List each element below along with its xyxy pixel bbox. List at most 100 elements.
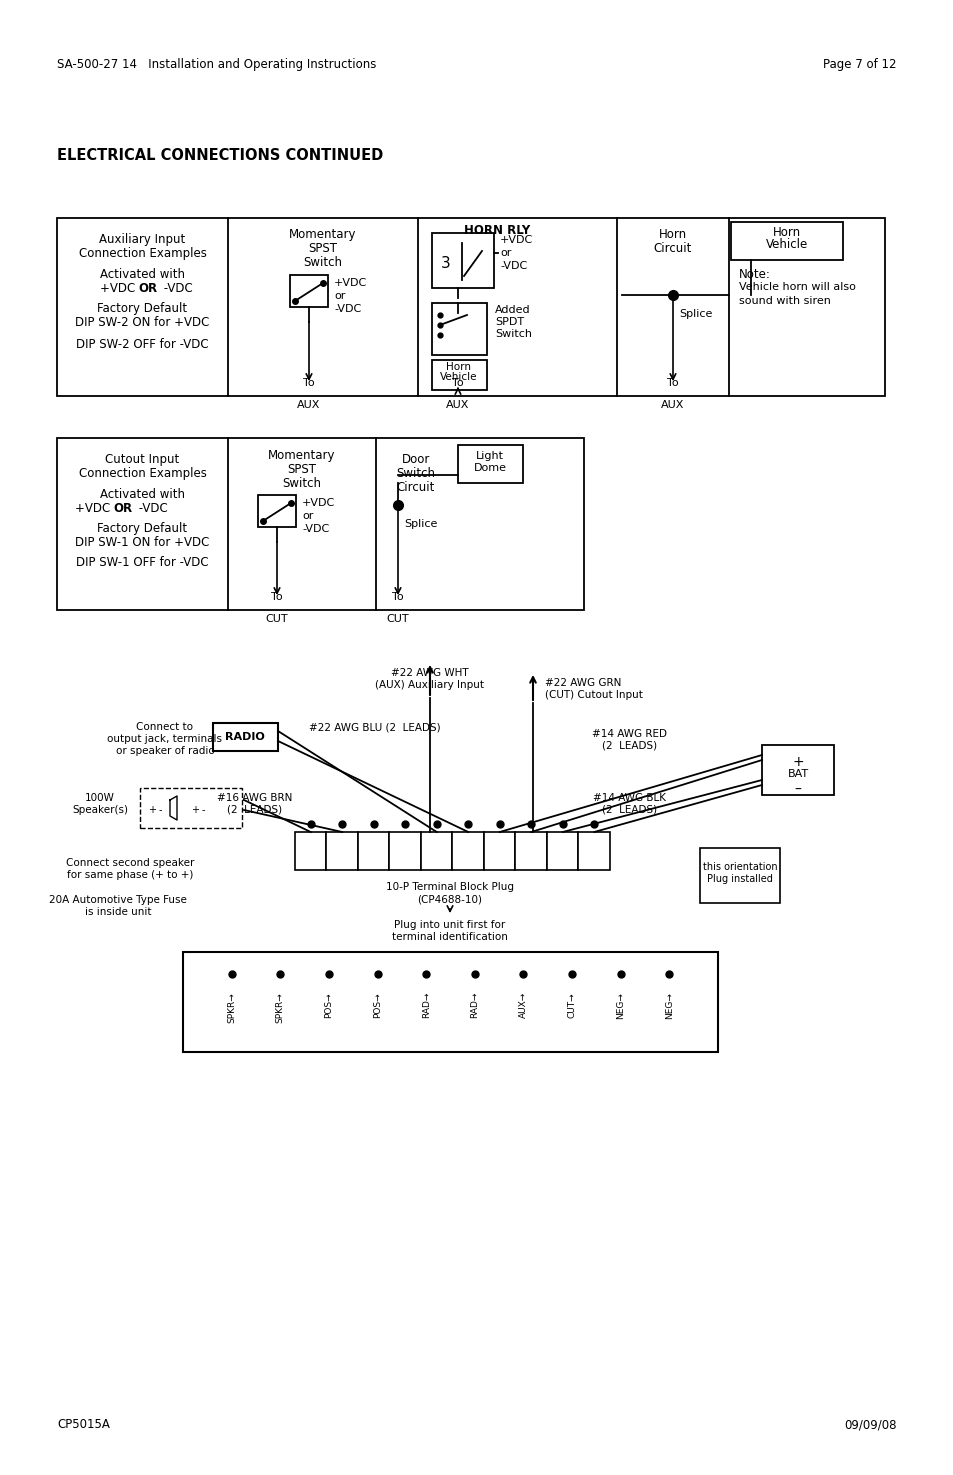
Text: Connect second speaker: Connect second speaker	[66, 858, 194, 867]
Text: Added: Added	[495, 305, 530, 316]
Text: Page 7 of 12: Page 7 of 12	[822, 58, 896, 71]
Text: SPST: SPST	[287, 463, 316, 476]
Bar	[546, 832, 578, 870]
Bar	[257, 496, 295, 527]
Text: 10-P Terminal Block Plug: 10-P Terminal Block Plug	[386, 882, 514, 892]
Text: Vehicle horn will also: Vehicle horn will also	[739, 282, 855, 292]
Text: is inside unit: is inside unit	[85, 907, 152, 917]
Text: (AUX) Auxiliary Input: (AUX) Auxiliary Input	[375, 680, 484, 690]
Text: BAT: BAT	[786, 768, 808, 779]
Text: AUX: AUX	[297, 400, 320, 410]
Text: Activated with: Activated with	[100, 488, 185, 502]
Text: +VDC: +VDC	[302, 499, 335, 507]
Text: Connect to: Connect to	[136, 721, 193, 732]
Text: Circuit: Circuit	[653, 242, 692, 255]
Text: DIP SW-2 OFF for -VDC: DIP SW-2 OFF for -VDC	[76, 338, 209, 351]
Text: (2  LEADS): (2 LEADS)	[601, 805, 657, 816]
Bar	[432, 233, 494, 288]
Text: or: or	[499, 248, 511, 258]
Text: +: +	[148, 805, 156, 816]
Text: Vehicle: Vehicle	[765, 239, 807, 252]
Text: RAD→: RAD→	[470, 993, 478, 1018]
Bar	[57, 438, 583, 611]
Text: Door: Door	[401, 453, 430, 466]
Text: +VDC: +VDC	[499, 235, 533, 245]
Text: Momentary: Momentary	[289, 229, 356, 240]
Text: +: +	[191, 805, 199, 816]
Text: #22 AWG BLU (2  LEADS): #22 AWG BLU (2 LEADS)	[309, 721, 440, 732]
Text: Plug installed: Plug installed	[706, 875, 772, 884]
Text: Vehicle: Vehicle	[439, 372, 477, 382]
Bar	[357, 832, 389, 870]
Text: Factory Default: Factory Default	[97, 302, 188, 316]
Text: +VDC: +VDC	[75, 502, 113, 515]
Text: RADIO: RADIO	[225, 732, 265, 742]
Text: CUT→: CUT→	[567, 993, 576, 1018]
Bar	[578, 832, 609, 870]
Text: Circuit: Circuit	[396, 481, 435, 494]
Text: OR: OR	[138, 282, 157, 295]
Text: Momentary: Momentary	[268, 448, 335, 462]
Text: 100W: 100W	[85, 794, 114, 802]
Text: +VDC: +VDC	[100, 282, 139, 295]
Text: To: To	[666, 378, 679, 388]
Text: Horn: Horn	[446, 361, 471, 372]
Text: Activated with: Activated with	[100, 268, 185, 282]
Text: #22 AWG WHT: #22 AWG WHT	[391, 668, 468, 679]
Bar	[483, 832, 515, 870]
Bar	[183, 951, 718, 1052]
Text: +: +	[791, 755, 803, 768]
Bar	[432, 302, 486, 355]
Text: SPDT: SPDT	[495, 317, 523, 327]
Text: #16 AWG BRN: #16 AWG BRN	[217, 794, 293, 802]
Text: #22 AWG GRN: #22 AWG GRN	[544, 678, 620, 687]
Text: -: -	[201, 805, 205, 816]
Text: SA-500-27 14   Installation and Operating Instructions: SA-500-27 14 Installation and Operating …	[57, 58, 376, 71]
Text: Splice: Splice	[403, 519, 436, 530]
Bar	[290, 274, 328, 307]
Text: Cutout Input: Cutout Input	[105, 453, 179, 466]
Text: NEG→: NEG→	[616, 993, 624, 1019]
Text: POS→: POS→	[373, 993, 381, 1018]
Text: -VDC: -VDC	[302, 524, 329, 534]
Text: AUX: AUX	[660, 400, 684, 410]
Text: To: To	[303, 378, 314, 388]
Bar	[515, 832, 546, 870]
Bar	[457, 445, 522, 482]
Text: -VDC: -VDC	[334, 304, 361, 314]
Text: SPKR→: SPKR→	[275, 993, 285, 1022]
Text: terminal identification: terminal identification	[392, 932, 507, 943]
Text: HORN RLY: HORN RLY	[464, 224, 530, 237]
Text: +VDC: +VDC	[334, 277, 367, 288]
Text: –: –	[794, 783, 801, 796]
Text: Switch: Switch	[303, 257, 342, 268]
Bar	[700, 848, 780, 903]
Text: DIP SW-1 ON for +VDC: DIP SW-1 ON for +VDC	[75, 535, 210, 549]
Text: Connection Examples: Connection Examples	[78, 246, 206, 260]
Text: -VDC: -VDC	[499, 261, 527, 271]
Text: To: To	[392, 591, 403, 602]
Bar	[140, 788, 242, 827]
Text: Light: Light	[476, 451, 503, 462]
Text: (2  LEADS): (2 LEADS)	[227, 805, 282, 816]
Text: POS→: POS→	[324, 993, 333, 1018]
Text: RAD→: RAD→	[421, 993, 430, 1018]
Text: Note:: Note:	[739, 268, 770, 282]
Text: #14 AWG BLK: #14 AWG BLK	[593, 794, 666, 802]
Text: or speaker of radio: or speaker of radio	[115, 746, 214, 757]
Text: Auxiliary Input: Auxiliary Input	[99, 233, 186, 246]
Text: Splice: Splice	[679, 308, 712, 319]
Bar	[294, 832, 326, 870]
Text: NEG→: NEG→	[664, 993, 673, 1019]
Text: Factory Default: Factory Default	[97, 522, 188, 535]
Text: this orientation: this orientation	[702, 861, 777, 872]
Text: DIP SW-1 OFF for -VDC: DIP SW-1 OFF for -VDC	[76, 556, 209, 569]
Text: To: To	[271, 591, 282, 602]
Text: Switch: Switch	[396, 468, 435, 479]
Text: CP5015A: CP5015A	[57, 1417, 110, 1431]
Text: (CUT) Cutout Input: (CUT) Cutout Input	[544, 690, 642, 701]
Text: CUT: CUT	[265, 614, 288, 624]
Text: OR: OR	[112, 502, 132, 515]
Bar	[213, 723, 277, 751]
Text: (2  LEADS): (2 LEADS)	[601, 740, 657, 751]
